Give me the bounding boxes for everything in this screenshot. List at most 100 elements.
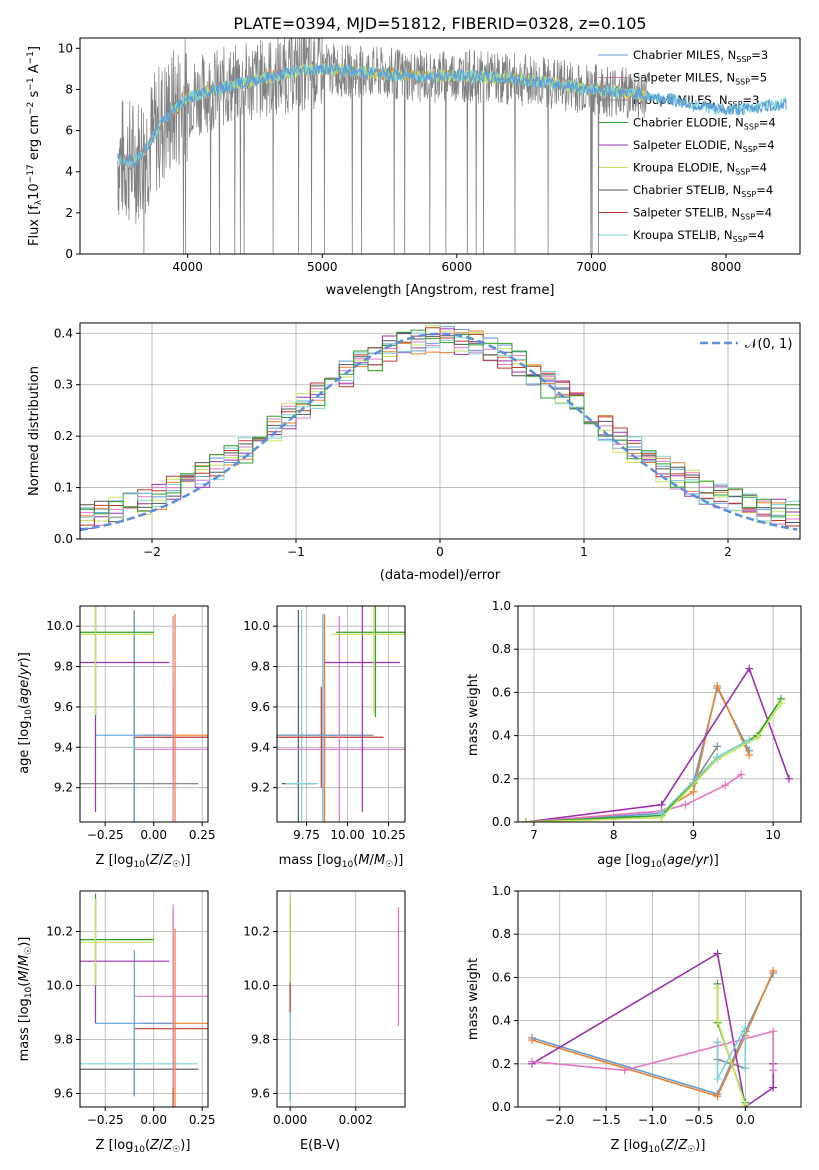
legend-subscript: SSP [740,213,755,222]
weight-vs-age-ylabel: mass weight [466,674,481,756]
legend-text: =4 [758,138,775,152]
plot-area [527,949,778,1107]
spectrum-panel: wavelength [Angstrom, rest frame] Flux [… [26,37,801,298]
y-tick-label: 10.0 [46,619,73,633]
x-tick-label: 8000 [711,260,742,274]
x-tick-label: −0.5 [684,1113,713,1127]
y-tick-label: 9.2 [54,781,73,795]
y-tick-label: 0.1 [54,481,73,495]
y-tick-label: 0.0 [54,532,73,546]
axes-frame [276,605,406,823]
y-tick-label: 9.8 [54,660,73,674]
legend-text: =4 [748,228,765,242]
x-tick-label: 0.25 [189,828,216,842]
axes-frame [79,890,209,1108]
y-tick-label: 9.4 [54,740,73,754]
legend-text: Chabrier STELIB, N [633,183,741,197]
residual-histogram [80,327,800,527]
y-tick-label: 0.2 [54,429,73,443]
plot-area [117,38,787,254]
mass-vs-metallicity-panel: Z [log10(Z/Z☉)] mass [log10(M/M☉)] −0.25… [17,890,216,1155]
y-tick-label: 10.2 [46,925,73,939]
legend-text: Salpeter MILES, N [633,71,735,85]
legend-label: 𝒩(0, 1) [745,337,792,352]
age-vs-metallicity-panel: Z [log10(Z/Z☉)] age [log10(age/yr)] −0.2… [17,605,216,870]
axes-frame [517,890,802,1108]
x-tick-label: 0.000 [273,1113,307,1127]
legend-label: Chabrier STELIB, NSSP=4 [633,183,773,199]
y-tick-label: 0.4 [492,1014,511,1028]
y-tick-label: 0.8 [492,642,511,656]
weight-vs-metallicity-panel: Z [log10(Z/Z☉)] mass weight −2.0 −1.5 −1.0… [466,884,802,1155]
x-tick-label: 9.75 [293,828,320,842]
x-tick-label: −1.5 [592,1113,621,1127]
gaussian-curve [80,332,798,532]
legend-text: =4 [759,116,776,130]
y-tick-label: 0.2 [492,772,511,786]
legend-text: =3 [743,93,760,107]
legend-subscript: SSP [743,145,758,154]
legend-text: =4 [755,206,772,220]
residual-histogram [80,329,800,518]
y-tick-label: 8 [65,82,73,96]
x-tick-label: −1.0 [638,1113,667,1127]
legend-text: =3 [751,48,768,62]
y-tick-label: 9.6 [251,700,270,714]
x-tick-label: 0.0 [736,1113,755,1127]
legend-text: =4 [750,161,767,175]
weight-vs-metallicity-ylabel: mass weight [466,958,481,1040]
x-tick-label: −0.25 [87,828,124,842]
mass-vs-metallicity-xlabel: Z [log10(Z/Z☉)] [96,1138,191,1155]
y-tick-label: 0 [65,247,73,261]
figure-title: PLATE=0394, MJD=51812, FIBERID=0328, z=0… [233,14,646,33]
y-tick-label: 4 [65,165,73,179]
legend-subscript: SSP [735,78,750,87]
age-vs-metallicity-ylabel: age [log10(age/yr)] [17,652,34,774]
mass-vs-extinction-xlabel: E(B-V) [300,1138,340,1153]
legend-subscript: SSP [735,168,750,177]
y-tick-label: 9.6 [54,700,73,714]
y-tick-label: 10.0 [243,979,270,993]
y-tick-label: 0.6 [492,970,511,984]
residuals-panel: (data-model)/error Normed distribution −… [27,322,801,583]
legend-subscript: SSP [744,123,759,132]
residual-histogram [80,330,800,518]
y-tick-label: 0.6 [492,685,511,699]
x-tick-label: 6000 [442,260,473,274]
legend-text: Chabrier MILES, N [633,48,736,62]
y-tick-label: 0.0 [492,1100,511,1114]
legend-text: Kroupa STELIB, N [633,228,733,242]
residuals-ylabel: Normed distribution [27,366,42,496]
residual-histogram [80,332,800,522]
y-tick-label: 6 [65,124,73,138]
x-tick-label: 0.25 [189,1113,216,1127]
weight-line [531,952,774,1107]
y-tick-label: 0.4 [54,326,73,340]
legend-label: Chabrier ELODIE, NSSP=4 [633,116,776,132]
y-tick-label: 9.8 [54,1033,73,1047]
mass-vs-metallicity-ylabel: mass [log10(M/M☉)] [17,937,34,1062]
x-tick-label: 2 [724,545,732,559]
legend-label: Kroupa STELIB, NSSP=4 [633,228,764,244]
x-tick-label: 10.00 [330,828,364,842]
plot-area [80,893,208,1107]
y-tick-label: 0.8 [492,927,511,941]
x-tick-label: 0.002 [339,1113,373,1127]
y-tick-label: 10 [58,41,73,55]
y-tick-label: 10.0 [243,619,270,633]
x-tick-label: 9 [690,828,698,842]
plot-area [277,606,405,822]
y-tick-label: 9.8 [251,1033,270,1047]
legend-label: Chabrier MILES, NSSP=3 [633,48,768,64]
x-tick-label: 7 [530,828,538,842]
y-tick-label: 0.4 [492,729,511,743]
x-tick-label: 1 [580,545,588,559]
legend-subscript: SSP [736,55,751,64]
x-tick-label: −2.0 [545,1113,574,1127]
weight-line [716,1026,747,1080]
legend-text: Salpeter STELIB, N [633,206,740,220]
x-tick-label: 8 [610,828,618,842]
plot-area [80,325,800,532]
x-tick-label: 0 [436,545,444,559]
